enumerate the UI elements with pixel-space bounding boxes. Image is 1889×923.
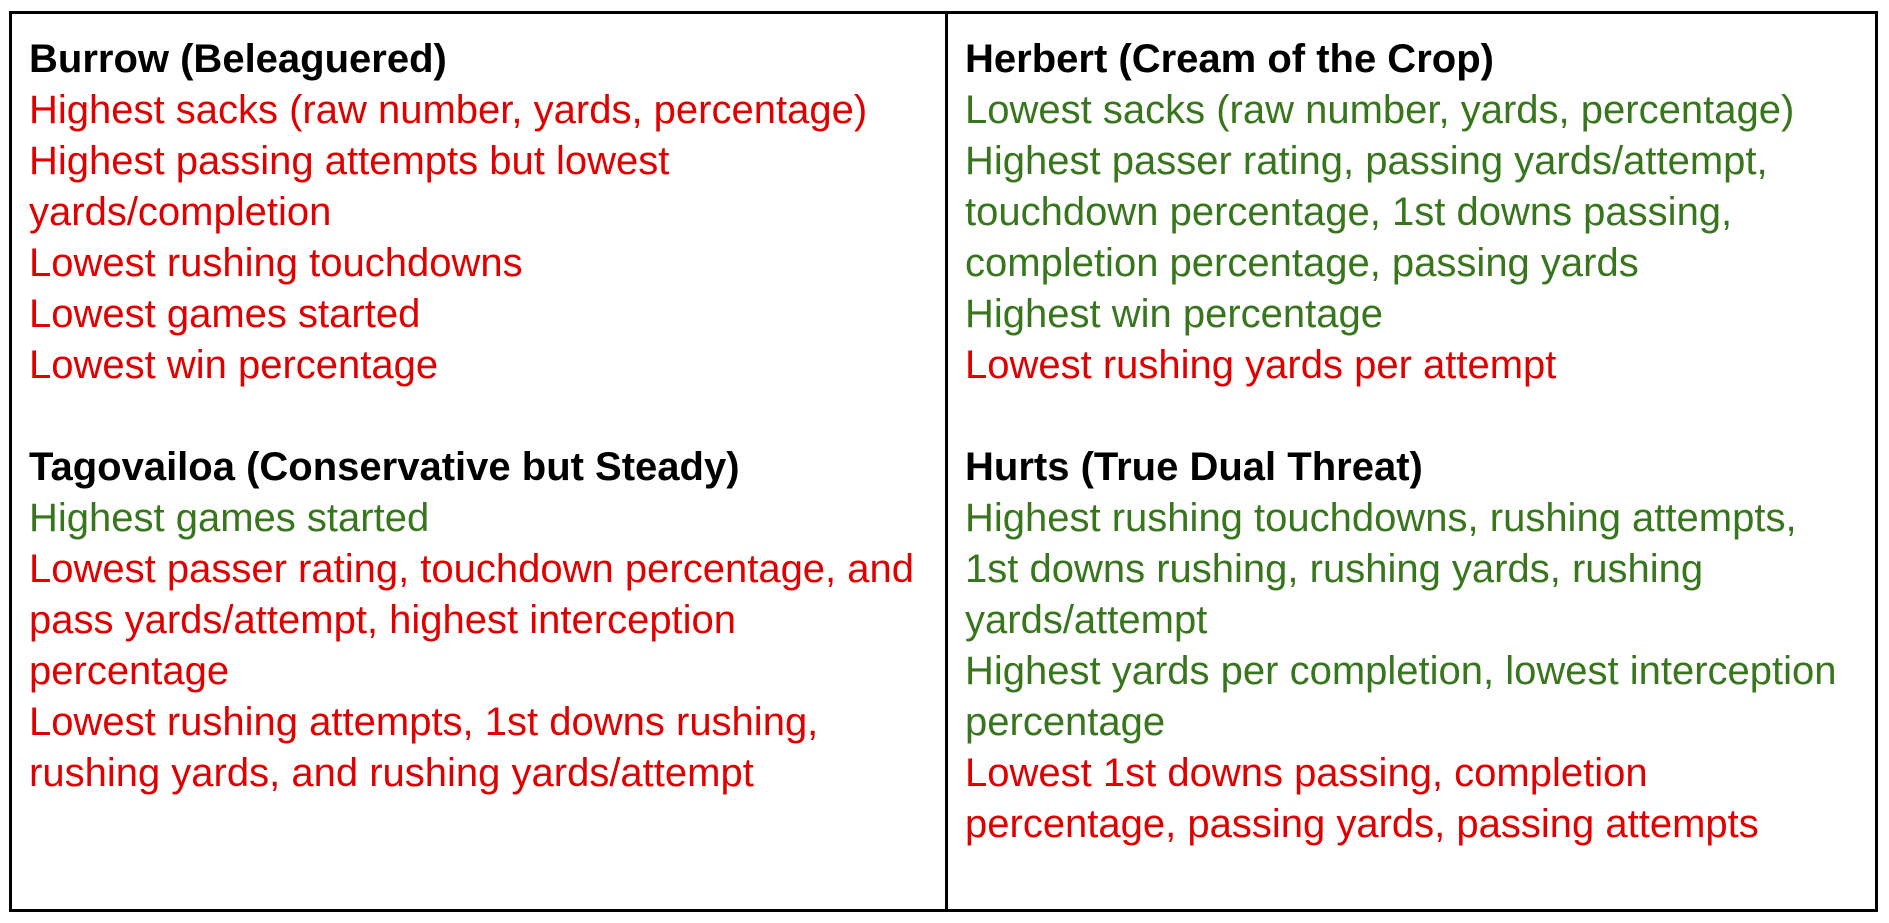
stat-note: Highest games started bbox=[29, 496, 430, 540]
stat-note: Lowest passer rating, touchdown percenta… bbox=[29, 547, 915, 693]
stat-note: Lowest rushing touchdowns bbox=[29, 241, 523, 285]
stat-note: Highest win percentage bbox=[965, 292, 1384, 336]
player-heading: Herbert (Cream of the Crop) bbox=[965, 37, 1494, 81]
table-cell: Herbert (Cream of the Crop) Lowest sacks … bbox=[945, 14, 1875, 909]
table-cell: Burrow (Beleaguered) Highest sacks (raw n… bbox=[12, 14, 945, 909]
stat-note: Lowest 1st downs passing, completion per… bbox=[965, 751, 1759, 846]
stat-note: Highest sacks (raw number, yards, percen… bbox=[29, 88, 868, 132]
player-section: Hurts (True Dual Threat) Highest rushing … bbox=[965, 442, 1861, 850]
stat-note: Lowest sacks (raw number, yards, percent… bbox=[965, 88, 1795, 132]
stat-note: Highest passer rating, passing yards/att… bbox=[965, 139, 1768, 285]
player-heading: Tagovailoa (Conservative but Steady) bbox=[29, 445, 740, 489]
player-section: Burrow (Beleaguered) Highest sacks (raw n… bbox=[29, 34, 931, 391]
stat-note: Lowest games started bbox=[29, 292, 421, 336]
stat-note: Lowest rushing yards per attempt bbox=[965, 343, 1557, 387]
stat-note: Highest yards per completion, lowest int… bbox=[965, 649, 1837, 744]
player-section: Herbert (Cream of the Crop) Lowest sacks … bbox=[965, 34, 1861, 391]
stat-note: Highest passing attempts but lowest yard… bbox=[29, 139, 670, 234]
stat-note: Lowest win percentage bbox=[29, 343, 439, 387]
player-section: Tagovailoa (Conservative but Steady) High… bbox=[29, 442, 931, 799]
player-heading: Hurts (True Dual Threat) bbox=[965, 445, 1423, 489]
stat-note: Highest rushing touchdowns, rushing atte… bbox=[965, 496, 1797, 642]
table: Burrow (Beleaguered) Highest sacks (raw n… bbox=[9, 11, 1878, 912]
stat-note: Lowest rushing attempts, 1st downs rushi… bbox=[29, 700, 819, 795]
player-heading: Burrow (Beleaguered) bbox=[29, 37, 447, 81]
